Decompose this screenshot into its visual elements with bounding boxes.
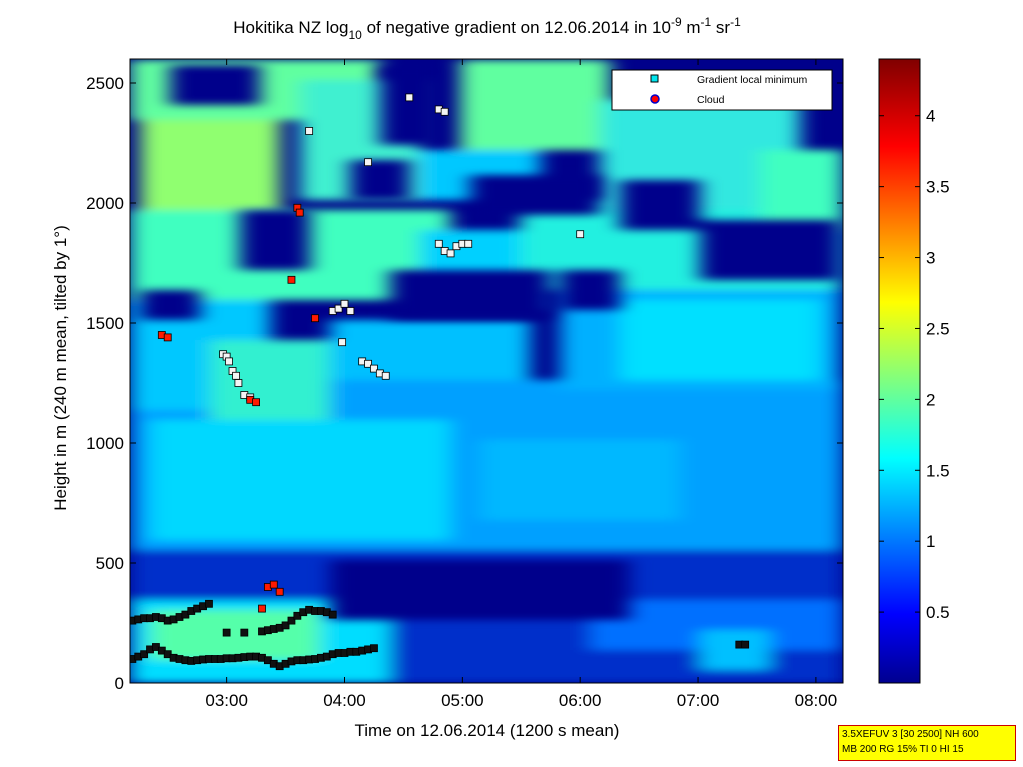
legend-circle-marker bbox=[650, 94, 660, 104]
gradient-minimum-marker bbox=[346, 307, 355, 315]
cloud-marker bbox=[252, 398, 261, 407]
cloud-marker bbox=[311, 314, 319, 323]
x-tick-label: 04:00 bbox=[323, 691, 366, 710]
colorbar-tick-label: 1 bbox=[926, 532, 935, 551]
gradient-minimum-marker bbox=[234, 379, 243, 387]
colorbar-ticks: 0.5 1 1.5 2 2.5 3 3.5 4 bbox=[879, 107, 950, 622]
x-axis-label: Time on 12.06.2014 (1200 s mean) bbox=[355, 721, 620, 740]
gradient-minimum-marker bbox=[370, 644, 378, 653]
colorbar-tick-label: 1.5 bbox=[926, 461, 950, 480]
gradient-minimum-marker bbox=[340, 299, 349, 308]
chart-title: Hokitika NZ log10 of negative gradient o… bbox=[233, 15, 741, 42]
gradient-minimum-marker bbox=[576, 230, 585, 239]
gradient-minimum-marker bbox=[446, 249, 455, 258]
gradient-minimum-marker bbox=[334, 304, 343, 313]
x-axis: 03:00 04:00 05:00 06:00 07:00 08:00 bbox=[205, 59, 837, 710]
legend-label-gradient-minimum: Gradient local minimum bbox=[697, 74, 808, 86]
gradient-minimum-marker bbox=[364, 158, 372, 167]
gradient-minimum-marker bbox=[364, 359, 372, 368]
gradient-minimum-marker bbox=[140, 650, 149, 659]
x-tick-label: 07:00 bbox=[677, 691, 720, 710]
gradient-minimum-marker bbox=[232, 371, 240, 380]
legend-square-marker bbox=[650, 74, 659, 83]
y-tick-label: 0 bbox=[115, 674, 124, 693]
gradient-minimum-marker bbox=[338, 338, 347, 347]
colorbar-tick-label: 4 bbox=[926, 107, 935, 126]
colorbar-tick-label: 3 bbox=[926, 249, 935, 268]
cloud-marker bbox=[295, 208, 304, 217]
gradient-minimum-marker bbox=[440, 107, 449, 116]
y-tick-label: 2000 bbox=[86, 194, 124, 213]
gradient-minimum-marker bbox=[405, 93, 414, 102]
gradient-minimum-marker bbox=[741, 640, 750, 649]
gradient-minimum-marker bbox=[222, 628, 231, 637]
gradient-minimum-marker bbox=[381, 371, 390, 380]
plot-frame bbox=[129, 58, 844, 684]
gradient-minimum-marker bbox=[225, 357, 233, 366]
x-tick-label: 03:00 bbox=[205, 691, 248, 710]
markers-layer bbox=[130, 93, 750, 671]
gradient-minimum-marker bbox=[240, 628, 249, 637]
x-tick-label: 05:00 bbox=[441, 691, 484, 710]
gradient-minimum-marker bbox=[434, 239, 443, 248]
cloud-marker bbox=[163, 333, 172, 342]
gradient-minimum-marker bbox=[305, 127, 314, 135]
heatmap bbox=[130, 59, 843, 683]
colorbar-tick-label: 2.5 bbox=[926, 319, 950, 338]
gradient-minimum-marker bbox=[464, 239, 473, 248]
y-axis: 0 500 1000 1500 2000 2500 bbox=[86, 74, 843, 693]
x-tick-label: 06:00 bbox=[559, 691, 602, 710]
cloud-marker bbox=[258, 604, 266, 613]
gradient-minimum-marker bbox=[205, 599, 213, 608]
gradient-minimum-marker bbox=[370, 364, 378, 373]
y-tick-label: 500 bbox=[96, 554, 124, 573]
cloud-marker bbox=[275, 587, 284, 596]
y-axis-label: Height in m (240 m mean, tilted by 1°) bbox=[51, 225, 70, 511]
legend: Gradient local minimum Cloud bbox=[611, 69, 833, 111]
info-line-2: MB 200 RG 15% TI 0 HI 15 bbox=[842, 744, 964, 755]
cloud-marker bbox=[269, 580, 278, 589]
y-tick-label: 1000 bbox=[86, 434, 124, 453]
colorbar bbox=[878, 58, 921, 684]
legend-label-cloud: Cloud bbox=[697, 94, 725, 106]
gradient-minimum-marker bbox=[328, 610, 337, 619]
settings-info-box: 3.5XEFUV 3 [30 2500] NH 600 MB 200 RG 15… bbox=[838, 725, 1016, 761]
info-line-1: 3.5XEFUV 3 [30 2500] NH 600 bbox=[842, 729, 979, 740]
y-tick-label: 1500 bbox=[86, 314, 124, 333]
gradient-minimum-marker bbox=[287, 616, 296, 625]
x-tick-label: 08:00 bbox=[795, 691, 838, 710]
colorbar-tick-label: 2 bbox=[926, 390, 935, 409]
gradient-minimum-marker bbox=[281, 621, 290, 630]
colorbar-tick-label: 3.5 bbox=[926, 178, 950, 197]
cloud-marker bbox=[287, 275, 296, 284]
y-tick-label: 2500 bbox=[86, 74, 124, 93]
colorbar-tick-label: 0.5 bbox=[926, 603, 950, 622]
